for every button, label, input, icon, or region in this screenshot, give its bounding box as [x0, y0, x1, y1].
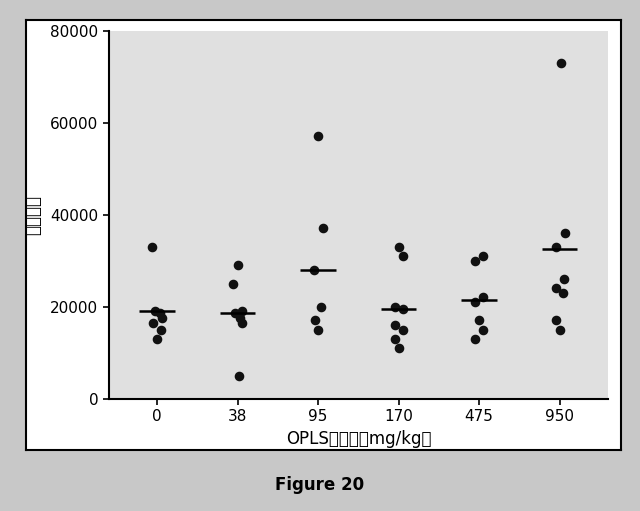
Point [148, 319, 158, 327]
Point [228, 280, 238, 288]
Point [234, 371, 244, 380]
Point [478, 326, 488, 334]
Point [397, 305, 408, 313]
Point [232, 261, 243, 269]
Point [558, 289, 568, 297]
Point [157, 314, 167, 322]
Point [390, 303, 400, 311]
Point [397, 252, 408, 260]
Point [313, 132, 323, 141]
Point [390, 335, 400, 343]
Point [310, 316, 320, 324]
Point [470, 298, 480, 306]
Point [235, 314, 245, 322]
Point [555, 326, 565, 334]
Y-axis label: 任意単位: 任意単位 [24, 195, 42, 235]
Text: Figure 20: Figure 20 [275, 476, 365, 495]
Point [559, 275, 569, 283]
Point [316, 303, 326, 311]
Point [313, 326, 323, 334]
Point [152, 335, 162, 343]
Point [394, 344, 404, 352]
Point [390, 321, 400, 329]
X-axis label: OPLS投与量（mg/kg）: OPLS投与量（mg/kg） [285, 430, 431, 448]
Point [394, 243, 404, 251]
Point [470, 257, 480, 265]
Point [150, 307, 160, 315]
Point [551, 243, 561, 251]
Point [237, 319, 248, 327]
Point [156, 326, 166, 334]
Point [230, 309, 241, 317]
Point [550, 284, 561, 292]
Point [237, 307, 248, 315]
Point [551, 316, 561, 324]
Point [318, 224, 328, 233]
Point [478, 252, 488, 260]
Point [556, 59, 566, 67]
Point [559, 229, 570, 237]
Point [309, 266, 319, 274]
Point [470, 335, 480, 343]
Point [154, 309, 164, 317]
Point [474, 316, 484, 324]
Point [478, 293, 488, 301]
Point [397, 326, 408, 334]
Point [147, 243, 157, 251]
